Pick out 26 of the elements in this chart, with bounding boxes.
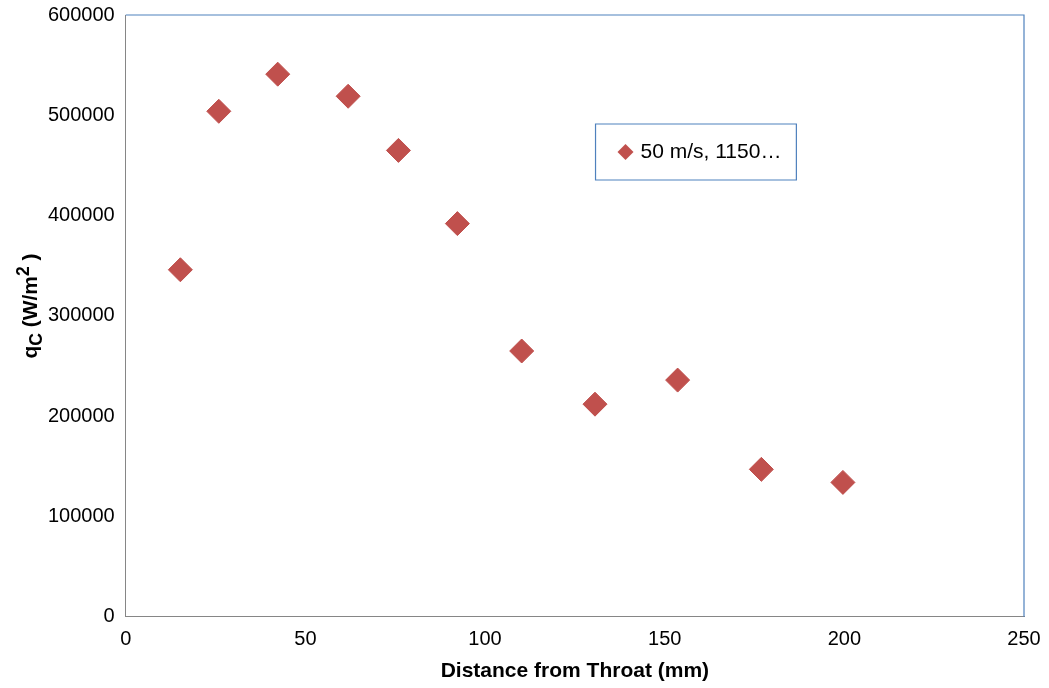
x-tick-label: 150: [648, 627, 682, 650]
y-tick-label: 0: [103, 604, 115, 627]
point: [385, 137, 411, 163]
x-tick-label: 50: [294, 627, 317, 650]
x-tick-label: 250: [1007, 627, 1041, 650]
x-axis-title: Distance from Throat (mm): [440, 658, 710, 682]
point: [444, 211, 470, 237]
y-tick-label: 300000: [47, 303, 115, 326]
point: [665, 367, 691, 393]
y-tick-label: 600000: [47, 2, 115, 25]
point: [509, 338, 535, 364]
point: [265, 61, 291, 87]
y-tick-label: 400000: [47, 203, 115, 226]
point: [582, 391, 608, 417]
point: [335, 83, 361, 109]
point: [830, 469, 856, 495]
x-tick-label: 0: [120, 627, 132, 650]
x-tick-label: 100: [468, 627, 502, 650]
point: [206, 98, 232, 124]
point: [167, 257, 193, 283]
x-tick-label: 200: [827, 627, 862, 650]
y-tick-label: 500000: [47, 102, 115, 125]
legend-label: 50 m/s, 1150…: [640, 138, 782, 162]
y-tick-label: 200000: [47, 403, 115, 426]
point: [748, 456, 774, 482]
y-tick-label: 100000: [47, 504, 115, 527]
